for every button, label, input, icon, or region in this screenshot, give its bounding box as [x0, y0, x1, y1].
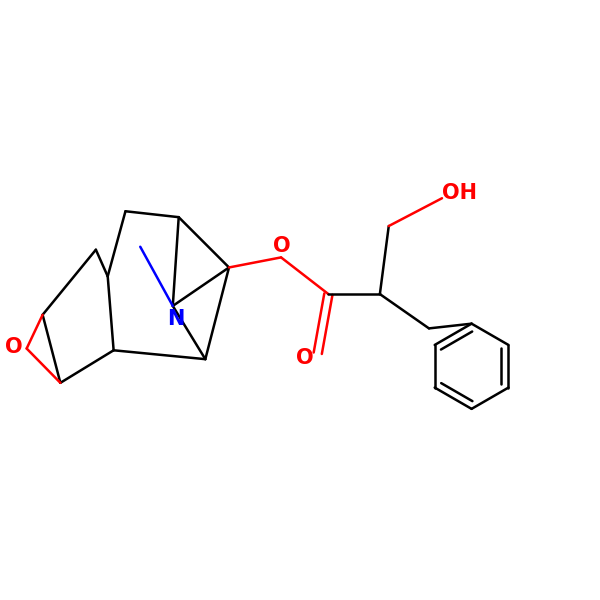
- Text: OH: OH: [442, 184, 477, 203]
- Text: O: O: [274, 236, 291, 256]
- Text: N: N: [167, 309, 184, 329]
- Text: O: O: [5, 337, 22, 357]
- Text: O: O: [296, 348, 314, 368]
